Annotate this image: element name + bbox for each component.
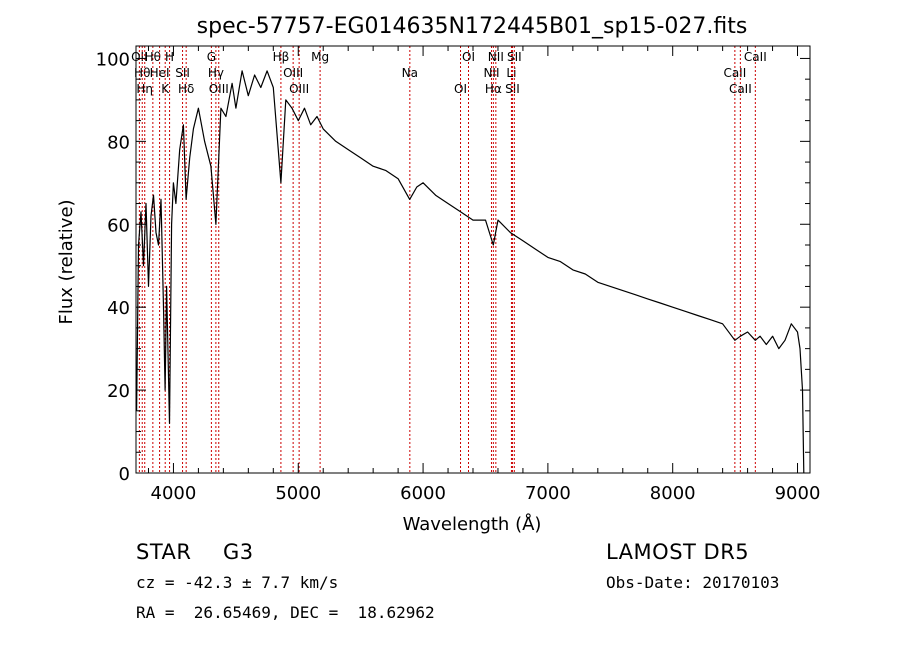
spectral-line-label: K <box>161 82 170 96</box>
y-tick-label: 100 <box>96 49 130 70</box>
spectral-line-label: SII <box>175 66 190 80</box>
spectral-line-label: Mg <box>311 50 329 64</box>
y-axis-label: Flux (relative) <box>56 199 77 324</box>
spectral-line-label: CaII <box>729 82 752 96</box>
y-tick-label: 0 <box>119 464 130 485</box>
x-tick-label: 7000 <box>525 483 571 504</box>
spectral-line-label: Hθ <box>145 50 161 64</box>
y-axis: 0 20 40 60 80 100 <box>96 49 810 485</box>
spectral-line-label: H <box>165 50 174 64</box>
redshift-cz: cz = -42.3 ± 7.7 km/s <box>136 573 339 592</box>
ra-dec-coordinates: RA = 26.65469, DEC = 18.62962 <box>136 603 435 622</box>
spectral-line-label: NII <box>483 66 499 80</box>
flux-series <box>136 70 805 474</box>
spectral-line-label: Na <box>402 66 418 80</box>
spectral-line-label: OIII <box>209 82 229 96</box>
spectral-line-label: SII <box>507 50 522 64</box>
spectral-line-label: Hη <box>136 82 153 96</box>
x-tick-label: 5000 <box>275 483 321 504</box>
x-tick-label: 4000 <box>151 483 197 504</box>
spectral-line-label: Hδ <box>178 82 194 96</box>
plot-frame <box>135 45 811 474</box>
chart-title: spec-57757-EG014635N172445B01_sp15-027.f… <box>197 14 748 39</box>
y-tick-label: 40 <box>107 298 130 319</box>
x-tick-label: 6000 <box>400 483 446 504</box>
spectral-line-label: Hγ <box>208 66 224 80</box>
spectral-line-label: NII <box>488 50 504 64</box>
spectral-line-label: OI <box>462 50 475 64</box>
spectral-line-label: SII <box>505 82 520 96</box>
x-axis-label: Wavelength (Å) <box>403 513 542 535</box>
survey-name: LAMOST DR5 <box>606 540 750 564</box>
observation-date: Obs-Date: 20170103 <box>606 573 780 592</box>
object-class: STAR <box>136 540 192 564</box>
spectral-line-label: OIII <box>289 82 309 96</box>
flux-line <box>136 70 805 474</box>
x-tick-label: 9000 <box>775 483 821 504</box>
spectral-line-label: HeI <box>150 66 170 80</box>
y-tick-label: 80 <box>107 132 130 153</box>
spectral-line-label: Li <box>506 66 516 80</box>
spectral-line-label: Hθ <box>134 66 150 80</box>
spectral-line-label: G <box>207 50 216 64</box>
spectral-line-label: OII <box>131 50 148 64</box>
spectral-line-label: OIII <box>283 66 303 80</box>
spectral-line-markers: OIIHθHηHθHeIKHSIIHδGHγOIIIHβOIIIOIIIMgNa… <box>131 46 767 473</box>
spectral-line-label: Hβ <box>273 50 290 64</box>
y-tick-label: 20 <box>107 381 130 402</box>
spectral-line-label: CaII <box>744 50 767 64</box>
spectral-line-label: OI <box>454 82 467 96</box>
spectral-line-label: Hα <box>485 82 502 96</box>
x-axis: 4000 5000 6000 7000 8000 9000 <box>147 46 821 504</box>
x-tick-label: 8000 <box>650 483 696 504</box>
y-tick-label: 60 <box>107 215 130 236</box>
spectral-line-label: CaII <box>723 66 746 80</box>
spectral-subclass: G3 <box>223 540 254 564</box>
